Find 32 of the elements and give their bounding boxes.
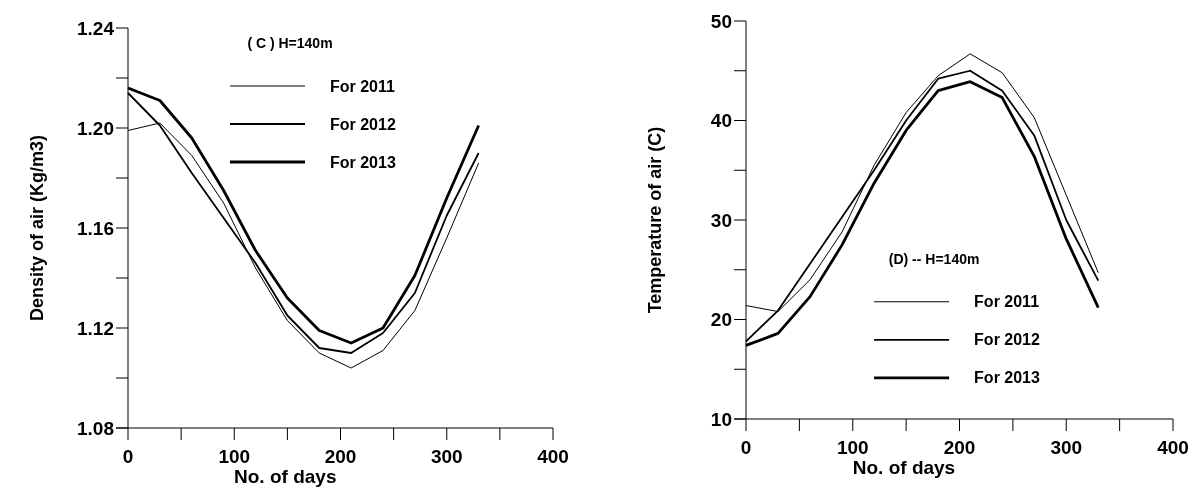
legend-label: For 2011 bbox=[330, 77, 396, 95]
legend-label: For 2013 bbox=[330, 153, 396, 171]
y-tick-label: 1.08 bbox=[77, 417, 114, 439]
legend-title: ( C ) H=140m bbox=[247, 35, 333, 51]
y-tick-label: 20 bbox=[710, 309, 732, 331]
y-tick-label: 1.20 bbox=[77, 117, 114, 139]
x-tick-label: 0 bbox=[122, 446, 134, 467]
x-tick-label: 200 bbox=[324, 446, 357, 467]
x-tick-label: 100 bbox=[836, 437, 869, 458]
y-tick-label: 50 bbox=[710, 10, 732, 32]
legend-label: For 2011 bbox=[974, 293, 1040, 311]
x-tick-label: 300 bbox=[430, 446, 463, 467]
legend-label: For 2012 bbox=[330, 115, 396, 133]
y-axis-title: Temperature of air (C) bbox=[645, 126, 665, 314]
y-tick-label: 1.12 bbox=[77, 317, 114, 339]
y-tick-label: 30 bbox=[710, 209, 732, 231]
y-axis-title: Density of air (Kg/m3) bbox=[27, 134, 47, 322]
x-axis-title: No. of days bbox=[852, 457, 956, 478]
y-tick-label: 1.16 bbox=[77, 217, 114, 239]
x-tick-label: 400 bbox=[1157, 437, 1189, 458]
y-tick-label: 40 bbox=[710, 110, 732, 132]
x-tick-label: 300 bbox=[1050, 437, 1083, 458]
legend-label: For 2012 bbox=[974, 331, 1041, 349]
x-axis-title: No. of days bbox=[234, 466, 337, 487]
y-tick-label: 10 bbox=[710, 408, 732, 430]
x-tick-label: 0 bbox=[740, 437, 752, 458]
x-tick-label: 400 bbox=[537, 446, 569, 467]
legend-label: For 2013 bbox=[974, 369, 1041, 387]
legend-title: (D) -- H=140m bbox=[888, 250, 980, 267]
y-tick-label: 1.24 bbox=[77, 17, 115, 39]
x-tick-label: 100 bbox=[218, 446, 251, 467]
x-tick-label: 200 bbox=[943, 437, 976, 458]
